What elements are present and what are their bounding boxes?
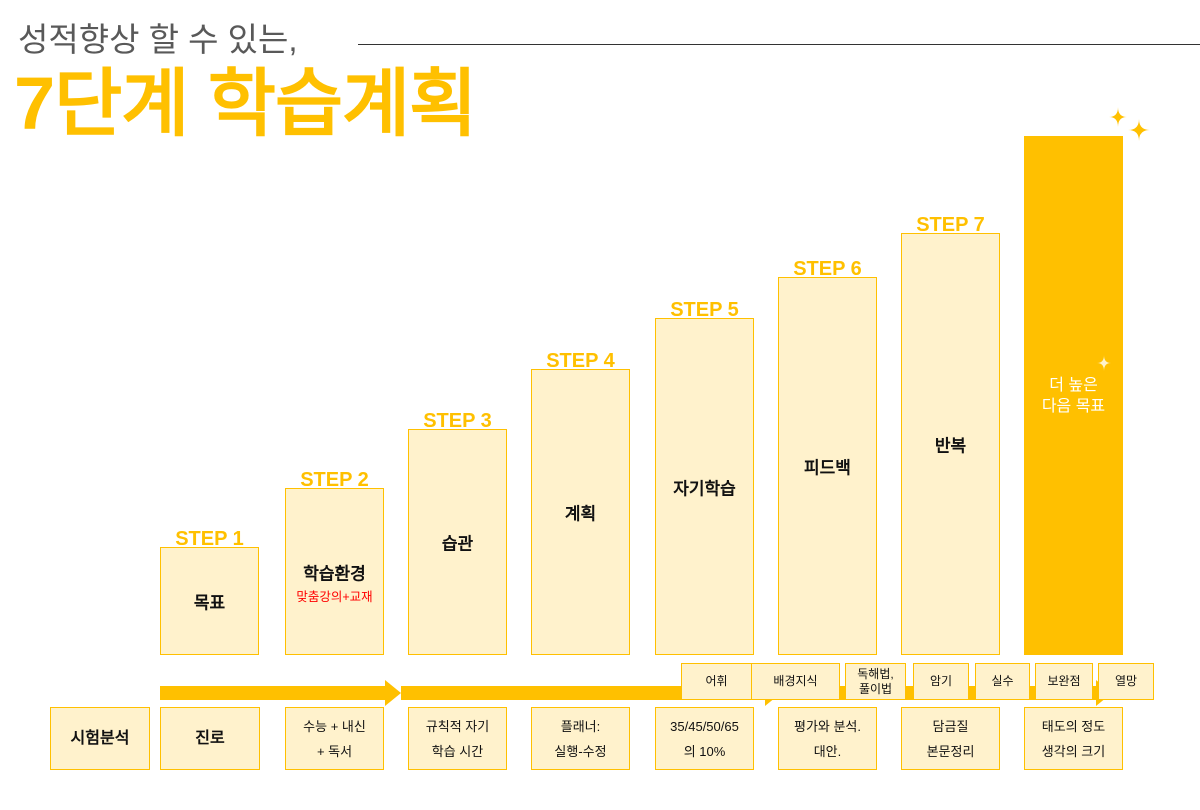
step-6-label: STEP 6	[793, 258, 862, 280]
sparkle-icon	[1109, 107, 1127, 127]
sparkle-icon	[1128, 119, 1150, 141]
keyword-label: 풀이법	[858, 681, 893, 696]
keyword-reading-solving: 독해법, 풀이법	[845, 663, 906, 700]
subtitle-divider	[358, 44, 1200, 45]
step-4-label: STEP 4	[546, 350, 615, 372]
keyword-background-knowledge: 배경지식	[751, 663, 840, 700]
detail-line: + 독서	[316, 743, 353, 759]
detail-line: 실행-수정	[554, 743, 607, 759]
detail-goal: 태도의 정도 생각의 크기	[1024, 707, 1123, 770]
step-2-label: STEP 2	[300, 469, 369, 491]
step-3-label: STEP 3	[423, 410, 492, 432]
detail-line: 대안.	[813, 743, 842, 759]
detail-line: 평가와 분석.	[793, 718, 862, 734]
detail-step-2: 수능 + 내신 + 독서	[285, 707, 384, 770]
detail-line: 의 10%	[683, 743, 726, 759]
detail-line: 시험분석	[70, 730, 130, 747]
keyword-label: 보완점	[1047, 674, 1081, 688]
sparkle-icon	[1097, 355, 1111, 371]
detail-line: 태도의 정도	[1041, 718, 1106, 734]
detail-line: 학습 시간	[431, 743, 484, 759]
keyword-label: 열망	[1114, 674, 1138, 688]
goal-line: 더 높은	[1049, 376, 1098, 394]
step-7-label: STEP 7	[916, 214, 985, 236]
keyword-vocabulary: 어휘	[681, 663, 752, 700]
step-1-bar: 목표	[160, 547, 259, 655]
keyword-mistakes: 실수	[975, 663, 1030, 700]
step-1-label: STEP 1	[175, 528, 244, 550]
step-2-bar: 학습환경 맞춤강의+교재	[285, 488, 384, 655]
detail-line: 진로	[195, 730, 225, 747]
detail-career: 진로	[160, 707, 260, 770]
detail-step-3: 규칙적 자기 학습 시간	[408, 707, 507, 770]
keyword-aspiration: 열망	[1098, 663, 1154, 700]
step-4-title: 계획	[564, 504, 597, 524]
detail-step-4: 플래너: 실행-수정	[531, 707, 630, 770]
detail-exam-analysis: 시험분석	[50, 707, 150, 770]
step-3-bar: 습관	[408, 429, 507, 655]
step-5-title: 자기학습	[673, 479, 736, 498]
detail-step-7: 담금질 본문정리	[901, 707, 1000, 770]
step-3-title: 습관	[441, 534, 474, 554]
step-2-note: 맞춤강의+교재	[296, 589, 373, 604]
keyword-memorization: 암기	[913, 663, 969, 700]
step-7-bar: 반복	[901, 233, 1000, 655]
step-6-title: 피드백	[804, 458, 851, 478]
detail-step-5: 35/45/50/65 의 10%	[655, 707, 754, 770]
detail-line: 플래너:	[560, 718, 601, 734]
goal-bar: 더 높은 다음 목표	[1024, 136, 1123, 655]
detail-line: 담금질	[932, 718, 969, 734]
step-4-bar: 계획	[531, 369, 630, 655]
keyword-label: 어휘	[705, 674, 728, 688]
keyword-label: 암기	[929, 674, 953, 688]
subtitle: 성적향상 할 수 있는,	[18, 21, 298, 58]
keyword-improvements: 보완점	[1035, 663, 1093, 700]
keyword-label: 독해법,	[857, 666, 894, 681]
step-5-bar: 자기학습	[655, 318, 754, 655]
goal-line: 다음 목표	[1041, 397, 1106, 415]
detail-line: 수능 + 내신	[303, 718, 366, 734]
detail-line: 35/45/50/65	[670, 718, 739, 734]
right-arrow-icon	[160, 680, 401, 706]
detail-step-6: 평가와 분석. 대안.	[778, 707, 877, 770]
detail-line: 생각의 크기	[1041, 743, 1106, 759]
step-6-bar: 피드백	[778, 277, 877, 655]
goal-text: 더 높은 다음 목표	[1025, 375, 1122, 417]
page-title: 7단계 학습계획	[14, 62, 477, 145]
keyword-label: 실수	[991, 674, 1014, 688]
step-1-title: 목표	[193, 593, 226, 613]
keyword-label: 배경지식	[773, 674, 818, 688]
step-7-title: 반복	[934, 436, 967, 456]
step-2-title: 학습환경	[303, 564, 366, 583]
step-5-label: STEP 5	[670, 299, 739, 321]
detail-line: 본문정리	[926, 743, 975, 759]
detail-line: 규칙적 자기	[425, 718, 490, 734]
